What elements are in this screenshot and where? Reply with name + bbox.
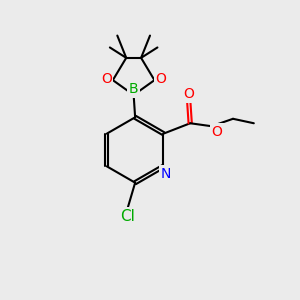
Text: O: O [156, 72, 167, 86]
Text: O: O [183, 87, 194, 101]
Text: B: B [129, 82, 139, 96]
Text: O: O [101, 72, 112, 86]
Text: N: N [160, 167, 171, 181]
Text: O: O [212, 124, 222, 139]
Text: Cl: Cl [120, 209, 135, 224]
